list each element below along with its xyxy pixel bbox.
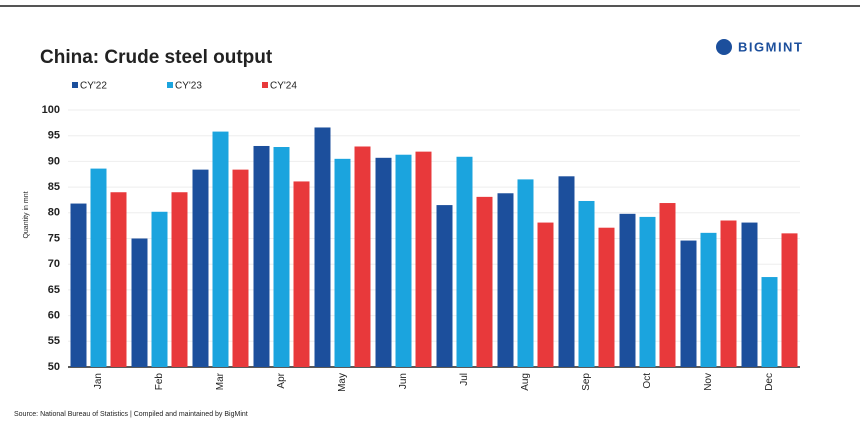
x-tick-label: Jan bbox=[93, 373, 104, 389]
bar bbox=[90, 168, 107, 367]
y-tick-label: 75 bbox=[48, 232, 60, 244]
bar bbox=[354, 146, 371, 367]
bar bbox=[415, 151, 432, 367]
bar bbox=[639, 216, 656, 367]
legend-label: CY'22 bbox=[80, 81, 107, 92]
x-tick-label: Dec bbox=[764, 373, 775, 391]
bar bbox=[375, 157, 392, 367]
legend-swatch bbox=[167, 82, 173, 88]
x-tick-label: Feb bbox=[154, 373, 165, 391]
bar bbox=[131, 238, 148, 367]
bar bbox=[741, 222, 758, 367]
x-tick-label: Sep bbox=[581, 373, 592, 391]
bar bbox=[192, 169, 209, 367]
y-tick-label: 55 bbox=[48, 335, 60, 347]
x-tick-label: May bbox=[337, 373, 348, 392]
x-tick-label: Jul bbox=[459, 373, 470, 386]
legend-swatch bbox=[262, 82, 268, 88]
y-tick-label: 65 bbox=[48, 284, 60, 296]
x-tick-label: Oct bbox=[642, 373, 653, 389]
legend-label: CY'24 bbox=[270, 81, 297, 92]
bar bbox=[619, 213, 636, 367]
bar bbox=[659, 203, 676, 367]
bar bbox=[253, 145, 270, 367]
y-tick-label: 60 bbox=[48, 310, 60, 322]
legend-label: CY'23 bbox=[175, 81, 202, 92]
y-tick-label: 100 bbox=[42, 104, 60, 116]
bar bbox=[497, 193, 514, 367]
bar bbox=[761, 277, 778, 367]
bar bbox=[558, 176, 575, 367]
y-tick-label: 70 bbox=[48, 258, 60, 270]
bar bbox=[110, 192, 127, 367]
bar bbox=[232, 169, 249, 367]
x-tick-label: Aug bbox=[520, 373, 531, 391]
bar bbox=[456, 156, 473, 367]
x-tick-label: Nov bbox=[703, 373, 714, 391]
y-axis-label: Quantity in mnt bbox=[23, 191, 30, 238]
x-tick-label: Jun bbox=[398, 373, 409, 389]
y-tick-label: 95 bbox=[48, 130, 60, 142]
bar bbox=[70, 203, 87, 367]
bar bbox=[578, 200, 595, 367]
bar bbox=[334, 158, 351, 367]
logo-icon bbox=[716, 39, 732, 55]
bar bbox=[476, 196, 493, 367]
bar bbox=[436, 205, 453, 367]
bar bbox=[700, 232, 717, 367]
bar bbox=[680, 240, 697, 367]
bar bbox=[598, 227, 615, 367]
bar bbox=[395, 154, 412, 367]
y-tick-label: 80 bbox=[48, 207, 60, 219]
bar bbox=[273, 147, 290, 367]
bar bbox=[537, 222, 554, 367]
bar bbox=[720, 220, 737, 367]
bar bbox=[293, 181, 310, 367]
bar bbox=[212, 131, 229, 367]
y-tick-label: 50 bbox=[48, 361, 60, 373]
logo: BIGMINT bbox=[716, 39, 803, 55]
bar bbox=[171, 192, 188, 367]
bar bbox=[151, 211, 168, 367]
legend-swatch bbox=[72, 82, 78, 88]
bar bbox=[517, 179, 534, 367]
bar bbox=[781, 233, 798, 367]
x-tick-label: Mar bbox=[215, 372, 226, 390]
bar bbox=[314, 127, 331, 367]
logo-text: BIGMINT bbox=[738, 39, 803, 54]
x-tick-label: Apr bbox=[276, 372, 287, 388]
y-tick-label: 90 bbox=[48, 155, 60, 167]
source: Source: National Bureau of Statistics | … bbox=[14, 411, 248, 418]
chart-title: China: Crude steel output bbox=[40, 47, 273, 68]
y-tick-label: 85 bbox=[48, 181, 60, 193]
